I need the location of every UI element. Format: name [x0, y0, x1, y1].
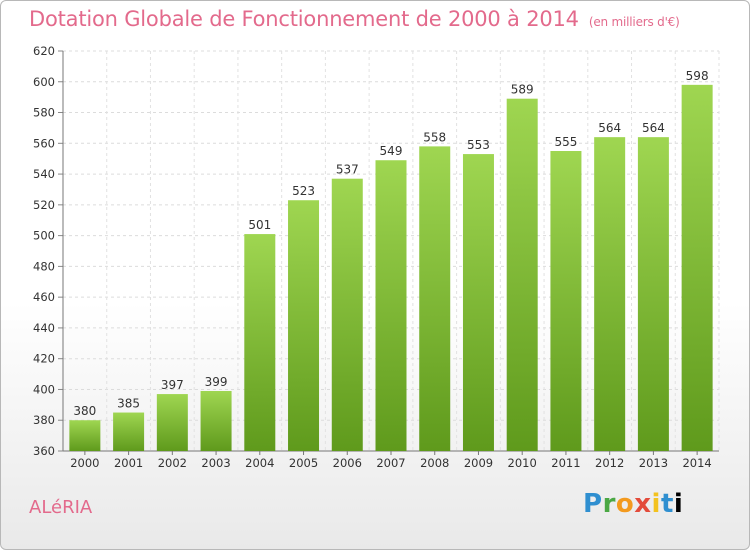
- y-tick-label: 500: [33, 229, 55, 243]
- bar-2012: [594, 137, 626, 451]
- data-label: 399: [205, 375, 228, 389]
- data-label: 397: [161, 378, 184, 392]
- bar-2003: [200, 391, 232, 451]
- x-tick-label: 2002: [158, 456, 187, 470]
- y-tick-label: 560: [33, 136, 55, 150]
- y-tick-label: 600: [33, 75, 55, 89]
- y-tick-label: 360: [33, 444, 55, 458]
- data-label: 598: [686, 69, 709, 83]
- y-tick-label: 460: [33, 290, 55, 304]
- chart-subtitle: (en milliers d'€): [588, 15, 680, 29]
- y-tick-label: 480: [33, 259, 55, 273]
- data-label: 523: [292, 184, 315, 198]
- y-tick-label: 580: [33, 106, 55, 120]
- data-label: 553: [467, 138, 490, 152]
- y-tick-label: 400: [33, 382, 55, 396]
- proxiti-logo: Proxiti: [583, 489, 684, 519]
- data-label: 564: [598, 121, 621, 135]
- data-label: 537: [336, 163, 359, 177]
- bar-2000: [69, 420, 101, 451]
- bar-2004: [244, 234, 276, 451]
- x-tick-label: 2012: [595, 456, 624, 470]
- bar-2014: [681, 84, 713, 451]
- x-tick-label: 2008: [420, 456, 449, 470]
- y-tick-label: 540: [33, 167, 55, 181]
- x-tick-label: 2010: [508, 456, 537, 470]
- x-tick-label: 2005: [289, 456, 318, 470]
- bar-2011: [550, 151, 582, 451]
- y-tick-label: 380: [33, 413, 55, 427]
- bar-2001: [113, 412, 145, 451]
- x-tick-label: 2003: [201, 456, 230, 470]
- data-label: 589: [511, 83, 534, 97]
- data-label: 385: [117, 397, 140, 411]
- data-label: 501: [248, 218, 271, 232]
- y-tick-label: 440: [33, 321, 55, 335]
- x-tick-label: 2009: [464, 456, 493, 470]
- y-tick-label: 520: [33, 198, 55, 212]
- bar-2002: [156, 394, 188, 451]
- bar-2010: [506, 98, 538, 451]
- x-tick-label: 2011: [551, 456, 580, 470]
- data-labels: 380 385 397 399 501 523 537 549 558 553 589 555 564 5…: [73, 69, 708, 418]
- y-tick-label: 620: [33, 44, 55, 58]
- bar-2005: [288, 200, 320, 451]
- x-tick-label: 2000: [70, 456, 99, 470]
- commune-name: ALéRIA: [29, 497, 93, 518]
- x-tick-label: 2007: [376, 456, 405, 470]
- x-tick-label: 2006: [333, 456, 362, 470]
- bar-2009: [462, 154, 494, 452]
- chart-title: Dotation Globale de Fonctionnement de 20…: [29, 7, 680, 31]
- data-label: 380: [73, 404, 96, 418]
- x-tick-label: 2004: [245, 456, 274, 470]
- bar-2006: [331, 178, 363, 451]
- x-tick-label: 2014: [682, 456, 711, 470]
- data-label: 564: [642, 121, 665, 135]
- bars: [69, 84, 713, 452]
- data-label: 549: [380, 144, 403, 158]
- bar-2013: [637, 137, 669, 451]
- x-tick-label: 2013: [639, 456, 668, 470]
- data-label: 558: [423, 130, 446, 144]
- bar-2007: [375, 160, 407, 451]
- data-label: 555: [554, 135, 577, 149]
- axes: 360 380 400 420 440 460 480 500 520 540 560 580 600 6…: [33, 44, 719, 470]
- chart-title-text: Dotation Globale de Fonctionnement de 20…: [29, 7, 579, 31]
- y-tick-label: 420: [33, 352, 55, 366]
- bar-2008: [419, 146, 451, 451]
- x-tick-label: 2001: [114, 456, 143, 470]
